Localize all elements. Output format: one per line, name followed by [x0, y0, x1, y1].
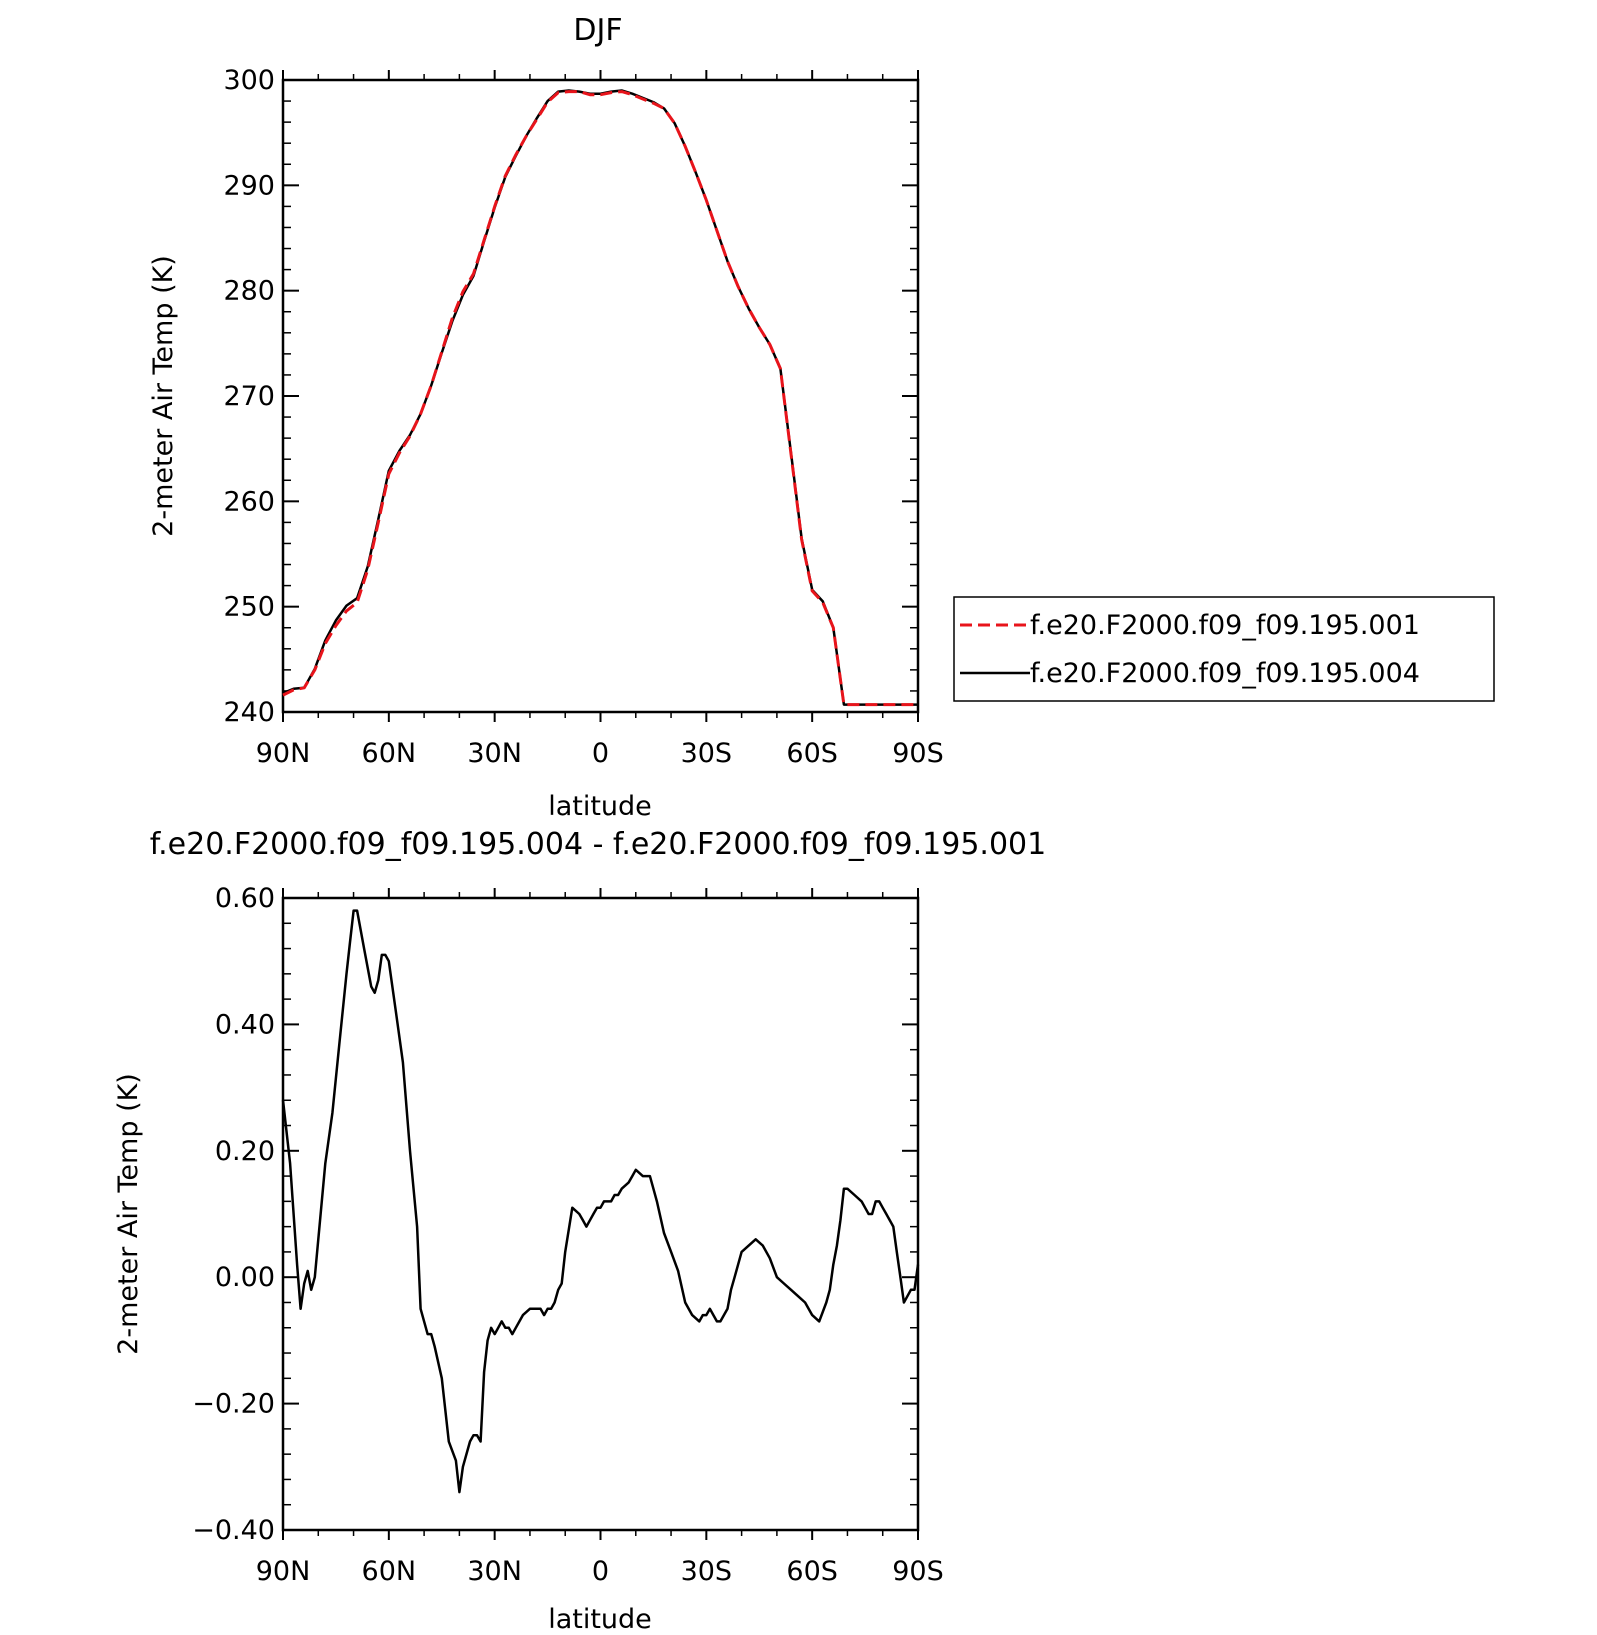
x-tick-label: 0	[592, 738, 609, 769]
y-tick-label: 0.00	[215, 1262, 275, 1293]
top-y-axis-label: 2-meter Air Temp (K)	[148, 255, 179, 537]
bottom-axis-ticks	[282, 888, 919, 1540]
x-tick-label: 60N	[362, 738, 417, 769]
legend-box	[953, 596, 1495, 702]
series-line-difference	[281, 909, 920, 1494]
x-tick-label: 30N	[467, 1556, 522, 1587]
y-tick-label: 290	[223, 170, 275, 201]
y-tick-label: 300	[223, 65, 275, 96]
x-tick-label: 60N	[362, 1556, 417, 1587]
bottom-chart-title: f.e20.F2000.f09_f09.195.004 - f.e20.F200…	[150, 827, 1046, 862]
legend-label-001: f.e20.F2000.f09_f09.195.001	[1030, 610, 1420, 641]
x-tick-label: 30S	[681, 1556, 733, 1587]
x-tick-label: 90S	[892, 1556, 944, 1587]
y-tick-label: 250	[223, 592, 275, 623]
legend: f.e20.F2000.f09_f09.195.001 f.e20.F2000.…	[953, 596, 1495, 702]
y-tick-label: 0.20	[215, 1136, 275, 1167]
y-tick-label: −0.20	[192, 1389, 275, 1420]
series-line-001	[282, 90, 918, 707]
legend-label-004: f.e20.F2000.f09_f09.195.004	[1030, 658, 1420, 689]
x-tick-label: 90S	[892, 738, 944, 769]
x-tick-label: 60S	[786, 738, 838, 769]
bottom-y-axis-label: 2-meter Air Temp (K)	[113, 1073, 144, 1355]
bottom-series	[281, 909, 920, 1494]
y-tick-label: 0.40	[215, 1009, 275, 1040]
x-tick-label: 90N	[256, 1556, 311, 1587]
top-axis-ticks	[282, 70, 919, 722]
y-tick-label: 240	[223, 697, 275, 728]
x-tick-label: 0	[592, 1556, 609, 1587]
top-panel: DJF 240 250 260 270 280 290 300 90N 60N 30N 0 30S 6…	[148, 13, 1495, 822]
top-x-axis-label: latitude	[548, 791, 652, 822]
y-tick-label: 260	[223, 486, 275, 517]
x-tick-label: 30S	[681, 738, 733, 769]
top-x-tick-labels: 90N 60N 30N 0 30S 60S 90S	[256, 738, 944, 769]
bottom-x-axis-label: latitude	[548, 1604, 652, 1635]
series-line-004	[282, 89, 918, 706]
bottom-plot-frame	[281, 896, 920, 1532]
top-series	[282, 89, 918, 707]
y-tick-label: 270	[223, 381, 275, 412]
y-tick-label: −0.40	[192, 1515, 275, 1546]
top-y-tick-labels: 240 250 260 270 280 290 300	[223, 65, 275, 728]
y-tick-label: 280	[223, 276, 275, 307]
bottom-y-tick-labels: −0.40 −0.20 0.00 0.20 0.40 0.60	[192, 883, 275, 1546]
x-tick-label: 90N	[256, 738, 311, 769]
x-tick-label: 60S	[786, 1556, 838, 1587]
bottom-x-tick-labels: 90N 60N 30N 0 30S 60S 90S	[256, 1556, 944, 1587]
x-tick-label: 30N	[467, 738, 522, 769]
top-plot-frame	[281, 78, 920, 714]
y-tick-label: 0.60	[215, 883, 275, 914]
bottom-panel: f.e20.F2000.f09_f09.195.004 - f.e20.F200…	[113, 827, 1046, 1635]
top-chart-title: DJF	[573, 13, 622, 48]
